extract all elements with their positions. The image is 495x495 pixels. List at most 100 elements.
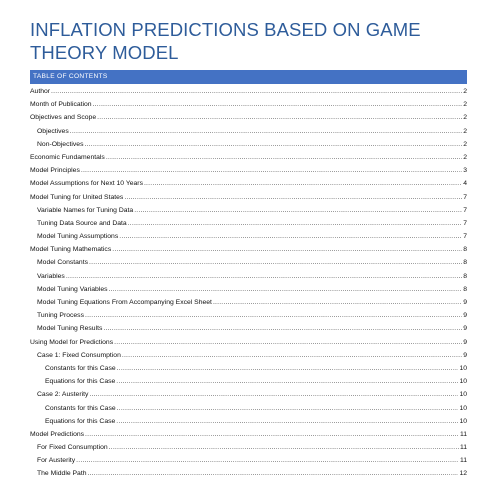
toc-entry-label[interactable]: Model Tuning Equations From Accompanying…: [37, 299, 212, 306]
toc-entry-label[interactable]: Economic Fundamentals: [30, 153, 105, 161]
toc-entry[interactable]: Economic Fundamentals 2: [30, 151, 467, 164]
toc-entry-page-number[interactable]: 2: [463, 127, 467, 135]
toc-entry-page-number[interactable]: 12: [459, 470, 467, 478]
toc-entry[interactable]: Model Tuning for United States 7: [30, 191, 467, 204]
toc-entry[interactable]: Model Tuning Variables 8: [30, 283, 467, 296]
toc-entry-label[interactable]: Model Tuning Variables: [37, 285, 108, 293]
toc-entry[interactable]: Constants for this Case 10: [30, 402, 467, 415]
toc-entry-label[interactable]: Model Assumptions for Next 10 Years: [30, 180, 143, 188]
toc-entry-page-number[interactable]: 9: [463, 299, 467, 306]
document-title-line-2: THEORY MODEL: [30, 42, 179, 63]
toc-entry-page-number[interactable]: 8: [463, 259, 467, 267]
toc-entry[interactable]: Case 2: Austerity 10: [30, 388, 467, 401]
toc-entry-page-number[interactable]: 10: [459, 404, 467, 412]
toc-entry-label[interactable]: For Fixed Consumption: [37, 444, 108, 452]
toc-entry[interactable]: Author 2: [30, 85, 467, 98]
toc-entry[interactable]: Model Tuning Equations From Accompanying…: [30, 296, 467, 309]
toc-entry-label[interactable]: Author: [30, 88, 51, 95]
toc-dot-leader: [51, 85, 462, 98]
toc-entry-page-number[interactable]: 10: [459, 364, 467, 372]
toc-entry-page-number[interactable]: 4: [463, 180, 467, 188]
toc-dot-leader: [124, 191, 462, 204]
toc-entry-page-number[interactable]: 11: [459, 430, 467, 438]
toc-entry-page-number[interactable]: 7: [463, 233, 467, 241]
toc-entry-label[interactable]: For Austerity: [37, 457, 76, 465]
toc-entry[interactable]: Tuning Process 9: [30, 309, 467, 322]
toc-entry-label[interactable]: Constants for this Case: [45, 404, 116, 412]
toc-entry-label[interactable]: Non-Objectives: [37, 140, 84, 148]
toc-entry-page-number[interactable]: 2: [463, 88, 467, 95]
toc-entry-page-number[interactable]: 2: [463, 114, 467, 122]
toc-entry-label[interactable]: Using Model for Predictions: [30, 338, 114, 346]
toc-entry-label[interactable]: Variable Names for Tuning Data: [37, 206, 134, 214]
toc-dot-leader: [116, 375, 458, 388]
toc-entry-label[interactable]: Variables: [37, 272, 65, 280]
toc-entry[interactable]: Variables 8: [30, 270, 467, 283]
toc-entry[interactable]: Month of Publication 2: [30, 98, 467, 111]
toc-entry[interactable]: The Middle Path 12: [30, 467, 467, 480]
toc-entry-page-number[interactable]: 9: [463, 325, 467, 333]
toc-entry-page-number[interactable]: 10: [459, 378, 467, 386]
toc-dot-leader: [85, 428, 459, 441]
toc-entry-page-number[interactable]: 7: [463, 193, 467, 201]
toc-entry-page-number[interactable]: 10: [459, 391, 467, 399]
toc-entry-page-number[interactable]: 2: [463, 153, 467, 161]
toc-entry-label[interactable]: The Middle Path: [37, 470, 87, 478]
toc-entry-label[interactable]: Model Tuning for United States: [30, 193, 124, 201]
toc-entry[interactable]: Tuning Data Source and Data 7: [30, 217, 467, 230]
toc-entry-label[interactable]: Model Tuning Mathematics: [30, 246, 112, 254]
toc-entry-page-number[interactable]: 9: [463, 312, 467, 320]
toc-entry-label[interactable]: Tuning Data Source and Data: [37, 219, 127, 227]
toc-entry[interactable]: For Fixed Consumption 11: [30, 441, 467, 454]
toc-entry[interactable]: Model Tuning Results 9: [30, 322, 467, 335]
toc-entry-label[interactable]: Model Principles: [30, 167, 80, 175]
toc-entry[interactable]: Model Tuning Mathematics 8: [30, 243, 467, 256]
toc-entry[interactable]: For Austerity 11: [30, 454, 467, 467]
toc-entry-label[interactable]: Model Predictions: [30, 430, 85, 438]
toc-entry[interactable]: Objectives 2: [30, 125, 467, 138]
toc-entry-label[interactable]: Constants for this Case: [45, 364, 116, 372]
toc-entry-label[interactable]: Model Tuning Results: [37, 325, 103, 333]
toc-entry-label[interactable]: Objectives and Scope: [30, 114, 97, 122]
toc-entry[interactable]: Equations for this Case 10: [30, 415, 467, 428]
toc-entry[interactable]: Model Predictions 11: [30, 428, 467, 441]
toc-entry-page-number[interactable]: 11: [459, 444, 467, 452]
toc-entry-page-number[interactable]: 3: [463, 167, 467, 175]
toc-entry[interactable]: Model Principles 3: [30, 164, 467, 177]
toc-entry-page-number[interactable]: 8: [463, 272, 467, 280]
toc-entry-page-number[interactable]: 7: [463, 206, 467, 214]
toc-entry-label[interactable]: Equations for this Case: [45, 378, 116, 386]
toc-entry[interactable]: Non-Objectives 2: [30, 138, 467, 151]
toc-entry-page-number[interactable]: 2: [463, 140, 467, 148]
toc-entry-label[interactable]: Objectives: [37, 127, 69, 135]
toc-entry[interactable]: Equations for this Case 10: [30, 375, 467, 388]
toc-dot-leader: [109, 441, 459, 454]
toc-entry-page-number[interactable]: 11: [459, 457, 467, 465]
toc-dot-leader: [85, 309, 462, 322]
toc-entry[interactable]: Objectives and Scope 2: [30, 111, 467, 124]
toc-entry[interactable]: Case 1: Fixed Consumption 9: [30, 349, 467, 362]
toc-entry-page-number[interactable]: 8: [463, 285, 467, 293]
toc-dot-leader: [213, 296, 462, 309]
toc-entry[interactable]: Model Constants 8: [30, 256, 467, 269]
toc-entry[interactable]: Model Assumptions for Next 10 Years 4: [30, 177, 467, 190]
toc-entry[interactable]: Constants for this Case 10: [30, 362, 467, 375]
toc-entry[interactable]: Variable Names for Tuning Data 7: [30, 204, 467, 217]
toc-entry-label[interactable]: Case 1: Fixed Consumption: [37, 351, 121, 359]
toc-entry-label[interactable]: Case 2: Austerity: [37, 391, 89, 399]
toc-entry-page-number[interactable]: 10: [459, 417, 467, 425]
toc-list: Author2Month of Publication2Objectives a…: [30, 85, 467, 481]
toc-entry-page-number[interactable]: 8: [463, 246, 467, 254]
toc-entry-page-number[interactable]: 9: [463, 351, 467, 359]
toc-entry-label[interactable]: Tuning Process: [37, 312, 84, 320]
toc-entry-label[interactable]: Month of Publication: [30, 101, 92, 109]
toc-entry[interactable]: Model Tuning Assumptions 7: [30, 230, 467, 243]
toc-entry-page-number[interactable]: 2: [463, 101, 467, 109]
toc-entry-page-number[interactable]: 9: [463, 338, 467, 346]
toc-entry-page-number[interactable]: 7: [463, 219, 467, 227]
toc-entry-label[interactable]: Equations for this Case: [45, 417, 116, 425]
toc-entry-label[interactable]: Model Tuning Assumptions: [37, 233, 119, 241]
toc-entry[interactable]: Using Model for Predictions 9: [30, 336, 467, 349]
toc-entry-label[interactable]: Model Constants: [37, 259, 89, 267]
toc-dot-leader: [84, 138, 462, 151]
